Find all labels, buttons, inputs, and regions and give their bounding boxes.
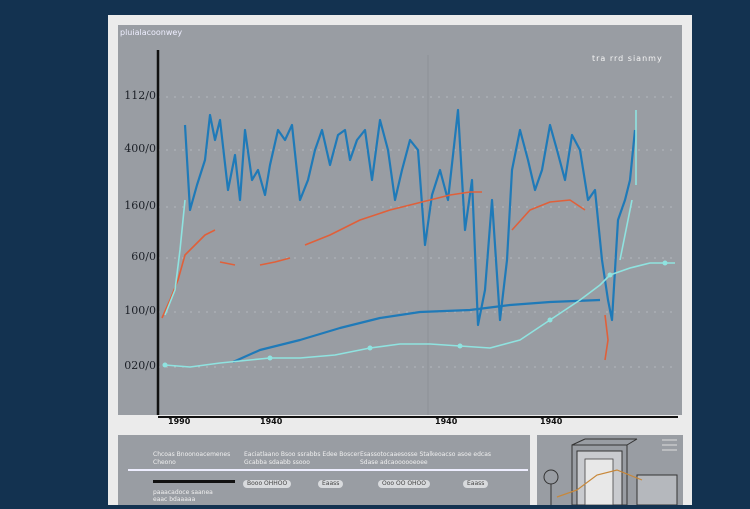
data-point <box>547 317 553 323</box>
panel-text: Sdase adcaoooooeoee <box>360 459 428 466</box>
panel-text: eaac bdaaaaa <box>153 496 196 503</box>
data-point <box>607 272 613 278</box>
x-tick-label: 1940 <box>540 417 563 426</box>
series-line-blue <box>232 298 601 364</box>
y-tick-label: 020/0 <box>124 359 156 372</box>
panel-text: Esassotocaaesosse Stalkeoacso asoe edcas <box>360 451 492 458</box>
y-tick-label: 60/0 <box>131 250 156 263</box>
illustration-panel <box>537 435 683 506</box>
legend-text: tra rrd sianmy <box>592 54 663 63</box>
plot-area <box>118 25 682 415</box>
panel-text: Cheono <box>153 459 176 466</box>
data-point <box>267 355 273 361</box>
data-point <box>367 345 373 351</box>
data-point <box>457 343 463 349</box>
panel-text: Chcoas Bnoonoacemenes <box>153 451 231 458</box>
series-line-teal <box>619 199 633 261</box>
y-tick-label: 100/0 <box>124 304 156 317</box>
y-tick-label: 400/0 <box>124 142 156 155</box>
filter-pill[interactable]: Ooo OO OHOO <box>378 480 431 488</box>
series-line-red <box>219 261 236 266</box>
filter-pill[interactable]: Eaass <box>318 480 344 488</box>
filter-pill[interactable]: Eaass <box>463 480 489 488</box>
series-line-red <box>604 314 609 361</box>
series-line-teal <box>164 199 186 316</box>
divider <box>128 469 528 471</box>
y-tick-label: 112/0 <box>124 89 156 102</box>
series-line-blue <box>183 108 637 327</box>
x-tick-label: 1940 <box>260 417 283 426</box>
x-tick-label: 1990 <box>168 417 191 426</box>
data-point <box>162 362 168 368</box>
series-line-red <box>161 229 216 319</box>
series-line-red <box>259 257 291 266</box>
filter-pill[interactable]: Booo OHHOO <box>243 480 292 488</box>
chart-corner-label: pluialacoonwey <box>120 28 183 37</box>
data-point <box>662 260 668 266</box>
x-tick-label: 1940 <box>435 417 458 426</box>
series-line-red <box>304 191 482 246</box>
info-panel: Chcoas Bnoonoacemenes Cheono Eaciatlaano… <box>118 435 530 505</box>
panel-text: Eaciatlaano Bsoo ssrabbs Edee Boscer <box>244 451 360 458</box>
building-illustration-icon <box>543 438 678 506</box>
series-line-red <box>511 199 586 231</box>
series-line-teal <box>164 262 675 368</box>
panel-text: paaacadoce saanea <box>153 489 213 496</box>
y-tick-label: 160/0 <box>124 199 156 212</box>
legend-bar <box>153 480 235 483</box>
panel-text: Gcabba sdaabb ssooo <box>244 459 310 466</box>
